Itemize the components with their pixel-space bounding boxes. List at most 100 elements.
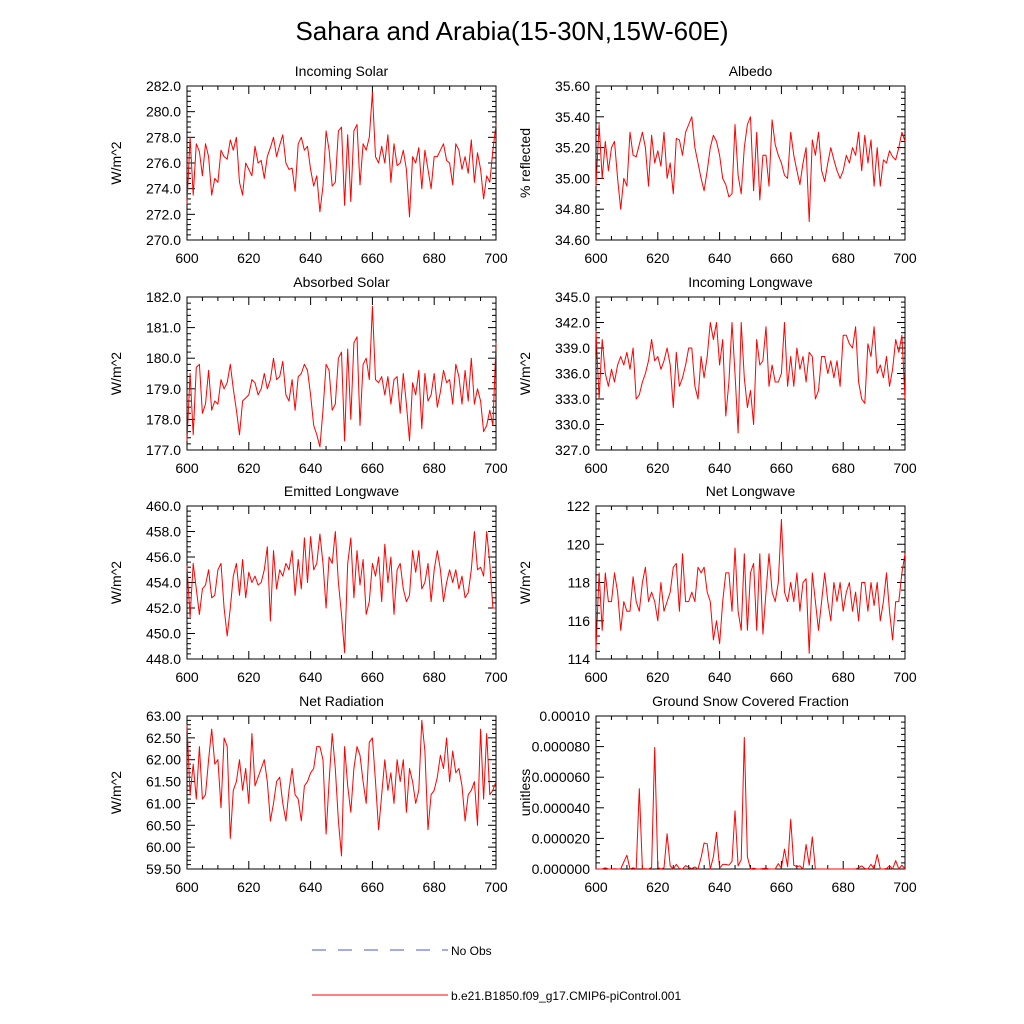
y-tick-label: 63.00 (146, 708, 181, 724)
plot-frame (595, 715, 906, 870)
y-axis-label: W/m^2 (108, 141, 124, 184)
x-tick-label: 620 (646, 460, 670, 476)
y-tick-label: 336.0 (555, 366, 590, 382)
x-tick-label: 700 (484, 879, 508, 895)
panels: Incoming Solar W/m^2 270.0 272.0 274.0 276.0 2… (108, 63, 917, 895)
x-tick-label: 620 (646, 669, 670, 685)
x-tick-label: 700 (893, 879, 917, 895)
x-tick-label: 620 (237, 250, 261, 266)
y-axis-label: W/m^2 (108, 352, 124, 395)
panel-absorbed-solar: Absorbed Solar W/m^2 177.0 178.0 179.0 180.0 1… (108, 274, 508, 476)
y-tick-label: 333.0 (555, 391, 590, 407)
y-tick-label: 280.0 (146, 104, 181, 120)
x-tick-label: 600 (584, 879, 608, 895)
y-tick-label: 114 (568, 651, 591, 667)
y-tick-label: 35.00 (555, 170, 590, 186)
series-line-net-longwave (595, 518, 906, 654)
panel-net-longwave: Net Longwave W/m^2 114 116 118 120 122 600 620 64… (517, 483, 917, 685)
x-tick-label: 620 (237, 669, 261, 685)
x-tick-label: 600 (175, 460, 199, 476)
y-tick-label: 452.0 (146, 600, 181, 616)
x-tick-label: 600 (175, 250, 199, 266)
y-tick-label: 0.000020 (532, 830, 591, 846)
x-tick-label: 700 (893, 460, 917, 476)
x-tick-label: 600 (584, 460, 608, 476)
y-tick-label: 278.0 (146, 129, 181, 145)
series-line-incoming-solar (186, 91, 497, 218)
main-title: Sahara and Arabia(15-30N,15W-60E) (295, 16, 728, 46)
x-tick-label: 640 (299, 669, 323, 685)
y-axis-label: W/m^2 (108, 561, 124, 604)
panel-title: Ground Snow Covered Fraction (652, 693, 849, 709)
x-tick-label: 680 (832, 250, 856, 266)
x-tick-label: 680 (832, 460, 856, 476)
series-line-ground-snow-covered-fraction (596, 736, 906, 870)
y-tick-label: 456.0 (146, 549, 181, 565)
x-tick-label: 680 (423, 250, 447, 266)
y-tick-label: 35.60 (555, 78, 590, 94)
x-tick-label: 640 (299, 879, 323, 895)
y-tick-label: 0.000060 (532, 769, 591, 785)
y-tick-label: 342.0 (555, 315, 590, 331)
x-tick-label: 620 (646, 250, 670, 266)
x-tick-label: 660 (361, 460, 385, 476)
y-axis-label: W/m^2 (108, 771, 124, 814)
y-tick-label: 116 (568, 613, 591, 629)
x-tick-label: 620 (237, 879, 261, 895)
x-tick-label: 640 (708, 250, 732, 266)
y-axis-label: unitless (517, 769, 533, 816)
x-tick-label: 660 (770, 669, 794, 685)
y-tick-label: 327.0 (555, 442, 590, 458)
x-tick-label: 660 (770, 879, 794, 895)
y-axis-label: W/m^2 (517, 561, 533, 604)
panel-net-radiation: Net Radiation W/m^2 59.50 60.00 60.50 61.00 61… (108, 693, 508, 895)
y-tick-label: 34.60 (555, 232, 590, 248)
y-tick-label: 0.000080 (532, 739, 591, 755)
legend-label-model: b.e21.B1850.f09_g17.CMIP6-piControl.001 (451, 989, 681, 1003)
y-tick-label: 62.50 (146, 730, 181, 746)
y-tick-label: 450.0 (146, 626, 181, 642)
x-tick-label: 600 (584, 250, 608, 266)
series-line-emitted-longwave (186, 531, 496, 654)
series-line-albedo (595, 116, 906, 222)
x-tick-label: 660 (770, 250, 794, 266)
x-tick-label: 600 (175, 879, 199, 895)
panel-title: Emitted Longwave (284, 483, 399, 499)
x-tick-label: 680 (423, 669, 447, 685)
y-tick-label: 182.0 (146, 289, 181, 305)
x-tick-label: 700 (893, 669, 917, 685)
y-tick-label: 59.50 (146, 861, 181, 877)
x-tick-label: 680 (423, 879, 447, 895)
x-tick-label: 700 (893, 250, 917, 266)
x-tick-label: 700 (484, 250, 508, 266)
x-tick-label: 680 (832, 669, 856, 685)
y-axis-label: W/m^2 (517, 352, 533, 395)
y-tick-label: 62.00 (146, 752, 181, 768)
panel-albedo: Albedo % reflected 34.60 34.80 35.00 35.20 35.… (517, 63, 917, 266)
y-tick-label: 339.0 (555, 340, 590, 356)
y-tick-label: 330.0 (555, 417, 590, 433)
panel-title: Absorbed Solar (293, 274, 390, 290)
y-tick-label: 345.0 (555, 289, 590, 305)
y-tick-label: 458.0 (146, 524, 181, 540)
panel-title: Incoming Solar (295, 63, 389, 79)
legend-label-no-obs: No Obs (451, 944, 492, 958)
plot-frame (186, 505, 497, 660)
x-tick-label: 640 (299, 460, 323, 476)
series-line-absorbed-solar (186, 305, 497, 448)
x-tick-label: 700 (484, 460, 508, 476)
y-tick-label: 177.0 (146, 442, 181, 458)
plot-frame (595, 296, 906, 451)
y-tick-label: 34.80 (555, 201, 590, 217)
y-tick-label: 60.00 (146, 839, 181, 855)
x-tick-label: 680 (832, 879, 856, 895)
x-tick-label: 620 (646, 879, 670, 895)
y-tick-label: 460.0 (146, 498, 181, 514)
y-tick-label: 448.0 (146, 651, 181, 667)
panel-title: Albedo (729, 63, 773, 79)
x-tick-label: 680 (423, 460, 447, 476)
x-tick-label: 700 (484, 669, 508, 685)
y-axis-label: % reflected (517, 128, 533, 198)
y-tick-label: 282.0 (146, 78, 181, 94)
panel-incoming-solar: Incoming Solar W/m^2 270.0 272.0 274.0 276.0 2… (108, 63, 508, 266)
